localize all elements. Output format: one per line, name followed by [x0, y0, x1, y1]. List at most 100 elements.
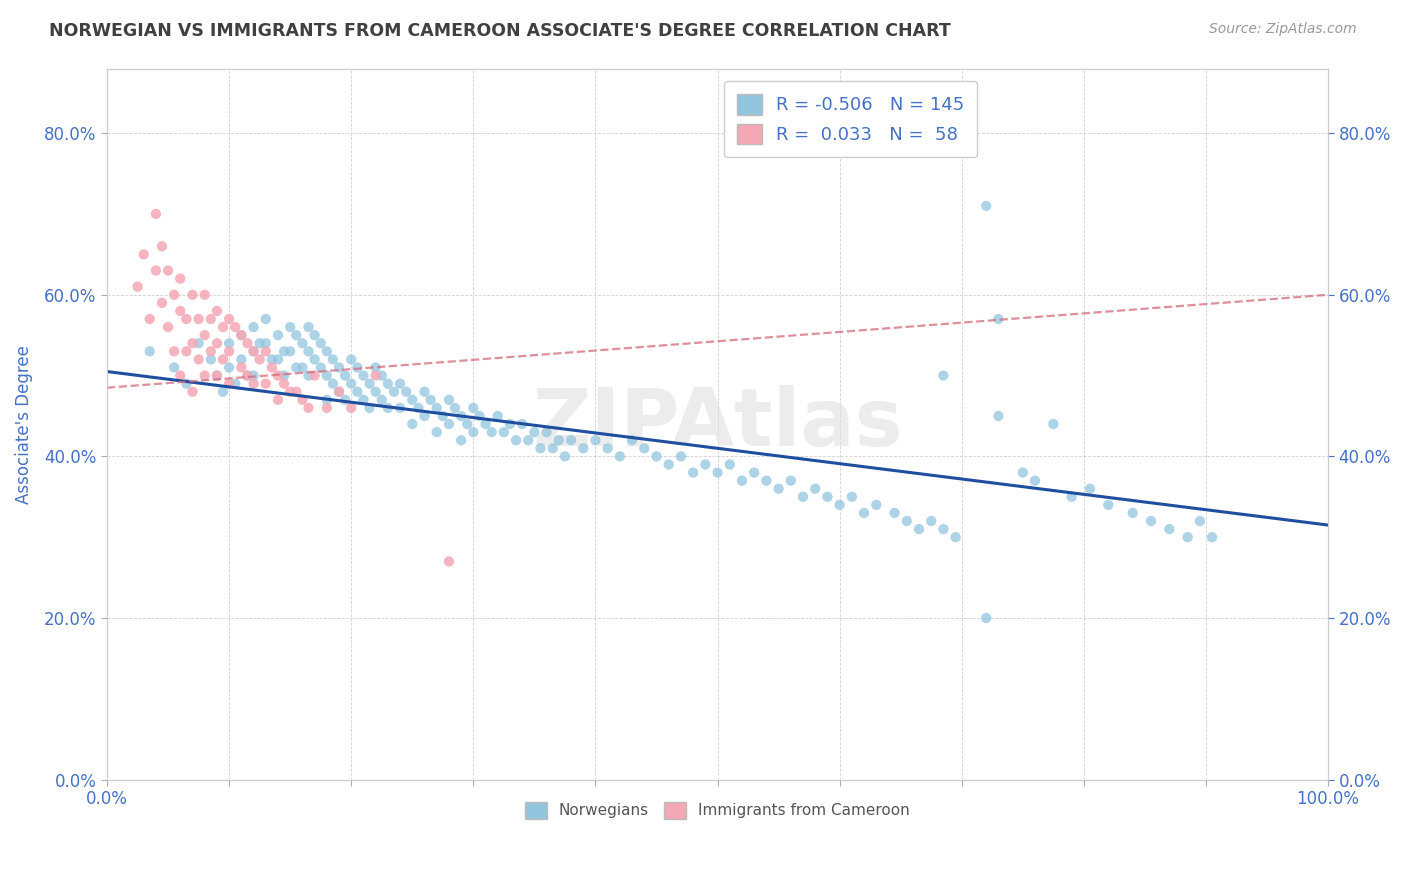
Point: [401, 417, 423, 431]
Point: [304, 328, 326, 343]
Point: [853, 506, 876, 520]
Point: [181, 287, 204, 301]
Point: [304, 352, 326, 367]
Point: [401, 392, 423, 407]
Point: [541, 442, 564, 456]
Point: [505, 434, 527, 448]
Point: [249, 352, 271, 367]
Point: [145, 263, 167, 277]
Point: [413, 384, 436, 399]
Point: [510, 417, 533, 431]
Point: [205, 368, 228, 383]
Point: [352, 368, 374, 383]
Point: [419, 392, 441, 407]
Point: [163, 344, 186, 359]
Point: [395, 384, 418, 399]
Point: [364, 384, 387, 399]
Point: [218, 360, 240, 375]
Point: [340, 376, 363, 391]
Point: [218, 344, 240, 359]
Point: [444, 401, 467, 415]
Point: [297, 344, 319, 359]
Point: [658, 458, 681, 472]
Point: [260, 352, 283, 367]
Point: [413, 409, 436, 423]
Point: [169, 271, 191, 285]
Point: [187, 352, 209, 367]
Point: [267, 328, 290, 343]
Point: [1188, 514, 1211, 528]
Point: [150, 296, 173, 310]
Point: [236, 368, 259, 383]
Point: [163, 360, 186, 375]
Point: [242, 376, 264, 391]
Point: [706, 466, 728, 480]
Point: [828, 498, 851, 512]
Point: [481, 425, 503, 439]
Point: [236, 336, 259, 351]
Point: [231, 352, 253, 367]
Point: [157, 320, 180, 334]
Point: [426, 425, 449, 439]
Point: [200, 352, 222, 367]
Point: [377, 401, 399, 415]
Point: [346, 360, 368, 375]
Point: [322, 352, 344, 367]
Point: [896, 514, 918, 528]
Point: [231, 360, 253, 375]
Point: [291, 392, 314, 407]
Point: [1060, 490, 1083, 504]
Point: [645, 450, 668, 464]
Point: [278, 344, 301, 359]
Point: [267, 392, 290, 407]
Point: [768, 482, 790, 496]
Point: [468, 409, 491, 423]
Point: [1177, 530, 1199, 544]
Legend: Norwegians, Immigrants from Cameroon: Norwegians, Immigrants from Cameroon: [519, 796, 915, 825]
Point: [309, 360, 332, 375]
Point: [456, 417, 478, 431]
Point: [554, 450, 576, 464]
Point: [560, 434, 582, 448]
Point: [987, 312, 1010, 326]
Point: [1097, 498, 1119, 512]
Point: [1122, 506, 1144, 520]
Point: [1159, 522, 1181, 536]
Point: [260, 360, 283, 375]
Point: [596, 442, 619, 456]
Point: [169, 304, 191, 318]
Point: [340, 352, 363, 367]
Point: [205, 368, 228, 383]
Y-axis label: Associate's Degree: Associate's Degree: [15, 344, 32, 503]
Point: [145, 207, 167, 221]
Point: [609, 450, 631, 464]
Point: [218, 336, 240, 351]
Point: [273, 376, 295, 391]
Point: [176, 344, 198, 359]
Point: [841, 490, 863, 504]
Point: [139, 312, 162, 326]
Point: [377, 376, 399, 391]
Point: [212, 320, 235, 334]
Point: [315, 401, 337, 415]
Point: [371, 392, 394, 407]
Point: [932, 368, 955, 383]
Point: [333, 368, 356, 383]
Point: [236, 368, 259, 383]
Point: [633, 442, 655, 456]
Point: [224, 376, 246, 391]
Point: [669, 450, 692, 464]
Point: [273, 344, 295, 359]
Point: [792, 490, 814, 504]
Point: [176, 312, 198, 326]
Point: [315, 392, 337, 407]
Point: [463, 401, 485, 415]
Point: [352, 392, 374, 407]
Point: [333, 392, 356, 407]
Point: [1078, 482, 1101, 496]
Point: [267, 352, 290, 367]
Point: [437, 417, 460, 431]
Point: [278, 320, 301, 334]
Point: [1024, 474, 1046, 488]
Point: [987, 409, 1010, 423]
